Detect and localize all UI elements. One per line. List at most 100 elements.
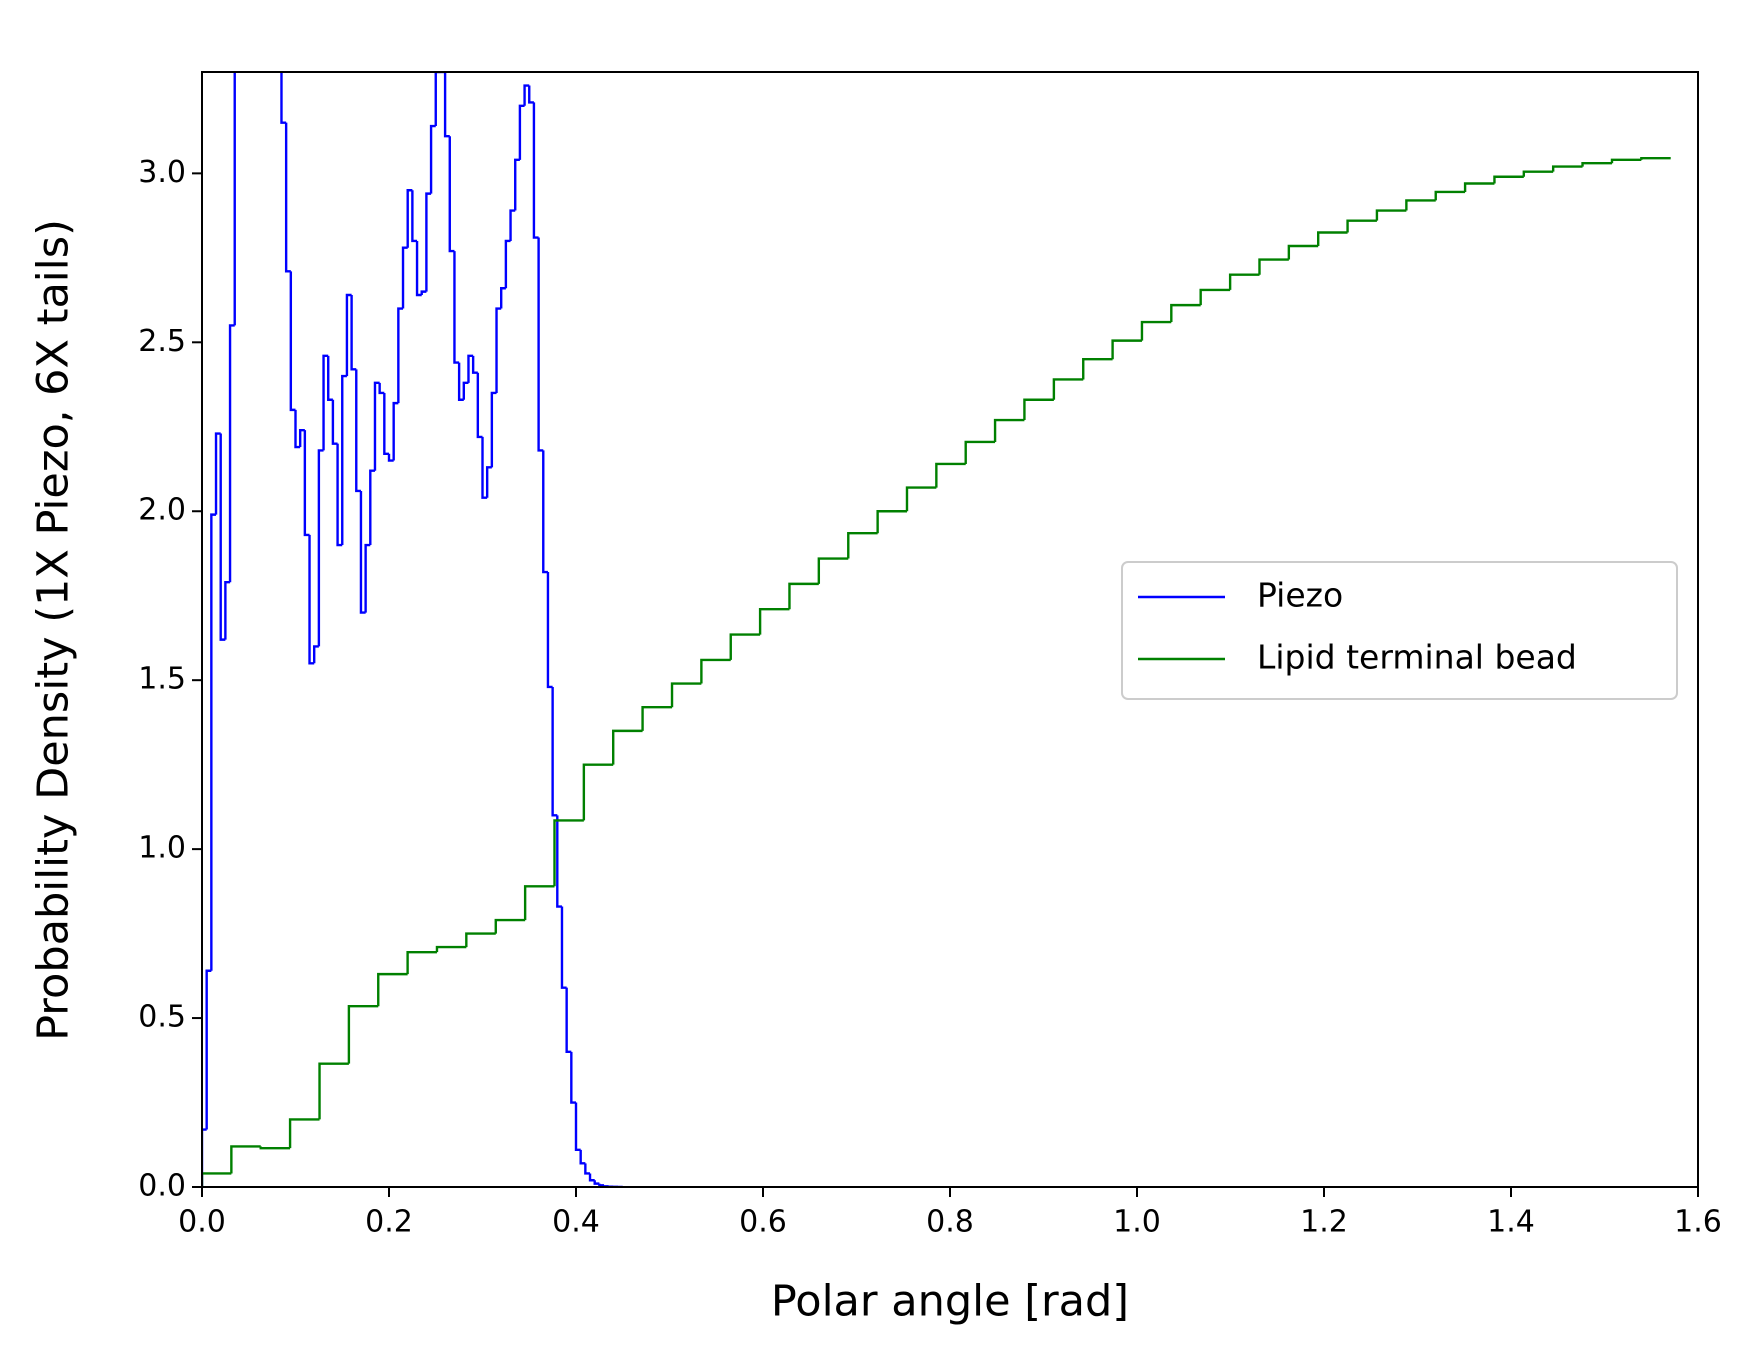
histogram-step bbox=[729, 633, 761, 660]
histogram-step bbox=[298, 428, 305, 448]
histogram-step bbox=[556, 815, 562, 908]
histogram-step bbox=[876, 510, 907, 534]
histogram-step bbox=[523, 885, 555, 921]
histogram-step bbox=[308, 534, 315, 665]
histogram-step bbox=[415, 240, 422, 297]
y-tick-label: 1.0 bbox=[138, 831, 186, 866]
histogram-step bbox=[233, 72, 236, 326]
histogram-step bbox=[443, 72, 450, 138]
x-tick-label: 0.2 bbox=[365, 1205, 413, 1240]
histogram-step bbox=[584, 1163, 591, 1175]
histogram-step bbox=[313, 645, 319, 664]
histogram-step bbox=[457, 362, 464, 401]
x-tick-label: 1.6 bbox=[1674, 1205, 1722, 1240]
histogram-step bbox=[411, 190, 418, 243]
histogram-step bbox=[465, 932, 496, 948]
histogram-step bbox=[1346, 219, 1377, 233]
histogram-step bbox=[509, 209, 516, 241]
legend-label: Piezo bbox=[1257, 576, 1343, 615]
y-tick-label: 2.5 bbox=[138, 324, 186, 359]
histogram-step bbox=[435, 945, 467, 953]
histogram-step bbox=[1463, 182, 1495, 192]
histogram-step bbox=[670, 682, 702, 708]
histogram-step bbox=[1522, 170, 1554, 177]
x-tick-label: 1.2 bbox=[1300, 1205, 1348, 1240]
histogram-step bbox=[1375, 209, 1407, 221]
legend-box bbox=[1121, 561, 1678, 700]
histogram-step bbox=[574, 1102, 581, 1152]
histogram-step bbox=[1640, 156, 1671, 160]
x-tick-label: 1.0 bbox=[1113, 1205, 1161, 1240]
histogram-step bbox=[532, 102, 539, 239]
histogram-step bbox=[341, 374, 347, 546]
histogram-step bbox=[546, 572, 553, 689]
histogram-step bbox=[317, 449, 324, 647]
histogram-step bbox=[788, 582, 819, 610]
histogram-step bbox=[345, 293, 352, 377]
histogram-step bbox=[434, 72, 441, 127]
histogram-step bbox=[570, 1051, 576, 1104]
histogram-step bbox=[588, 1173, 595, 1182]
histogram-step bbox=[582, 763, 614, 821]
x-tick-label: 0.4 bbox=[552, 1205, 600, 1240]
histogram-step bbox=[1228, 273, 1260, 290]
histogram-step bbox=[542, 450, 548, 574]
histogram-step bbox=[336, 443, 343, 547]
legend-label: Lipid terminal bead bbox=[1257, 638, 1577, 677]
histogram-step bbox=[1405, 199, 1436, 211]
histogram-step bbox=[322, 354, 329, 451]
histogram-step bbox=[700, 658, 731, 684]
histogram-step bbox=[392, 401, 399, 461]
histogram-step bbox=[425, 192, 432, 292]
histogram-step bbox=[377, 972, 408, 1007]
histogram-step bbox=[202, 1128, 207, 1187]
histogram-step bbox=[560, 906, 567, 989]
histogram-step bbox=[993, 418, 1025, 442]
histogram-step bbox=[1434, 190, 1466, 201]
x-tick-label: 0.0 bbox=[178, 1205, 226, 1240]
histogram-step bbox=[905, 486, 937, 512]
histogram-step bbox=[504, 239, 511, 289]
y-tick-label: 2.0 bbox=[138, 493, 186, 528]
histogram-step bbox=[462, 381, 469, 400]
histogram-step bbox=[369, 469, 375, 546]
plot-area bbox=[202, 72, 1671, 1187]
histogram-step bbox=[294, 409, 301, 449]
histogram-step bbox=[406, 950, 437, 975]
histogram-step bbox=[476, 372, 483, 439]
histogram-step bbox=[1082, 357, 1113, 380]
histogram-step bbox=[350, 295, 357, 371]
histogram-step bbox=[1258, 258, 1289, 275]
histogram-step bbox=[280, 72, 287, 124]
histogram-step bbox=[219, 433, 226, 641]
histogram-step bbox=[593, 1180, 600, 1185]
histogram-step bbox=[758, 608, 790, 635]
histogram-step bbox=[1052, 378, 1084, 400]
histogram-step bbox=[514, 158, 520, 211]
histogram-step bbox=[471, 355, 478, 374]
histogram-step bbox=[355, 369, 361, 493]
y-tick-label: 0.0 bbox=[138, 1169, 186, 1204]
x-axis-label: Polar angle [rad] bbox=[771, 1277, 1129, 1327]
histogram-step bbox=[1493, 175, 1524, 184]
histogram-step bbox=[847, 532, 878, 559]
histogram-step bbox=[579, 1149, 586, 1165]
histogram-step bbox=[347, 1005, 379, 1064]
histogram-step bbox=[373, 381, 380, 471]
histogram-step bbox=[364, 543, 371, 613]
histogram-step bbox=[429, 124, 436, 194]
histogram-step bbox=[378, 382, 385, 395]
histogram-step bbox=[327, 355, 333, 401]
histogram-step bbox=[553, 819, 584, 887]
histogram-step bbox=[1140, 320, 1172, 341]
histogram-step bbox=[230, 1145, 261, 1174]
histogram-step bbox=[303, 430, 310, 537]
y-axis-label: Probability Density (1X Piezo, 6X tails) bbox=[29, 219, 79, 1041]
histogram-step bbox=[817, 557, 849, 584]
histogram-step bbox=[565, 987, 572, 1054]
y-tick-label: 1.5 bbox=[138, 662, 186, 697]
histogram-step bbox=[935, 462, 966, 488]
histogram-step bbox=[406, 189, 413, 248]
histogram-step bbox=[1199, 288, 1231, 306]
